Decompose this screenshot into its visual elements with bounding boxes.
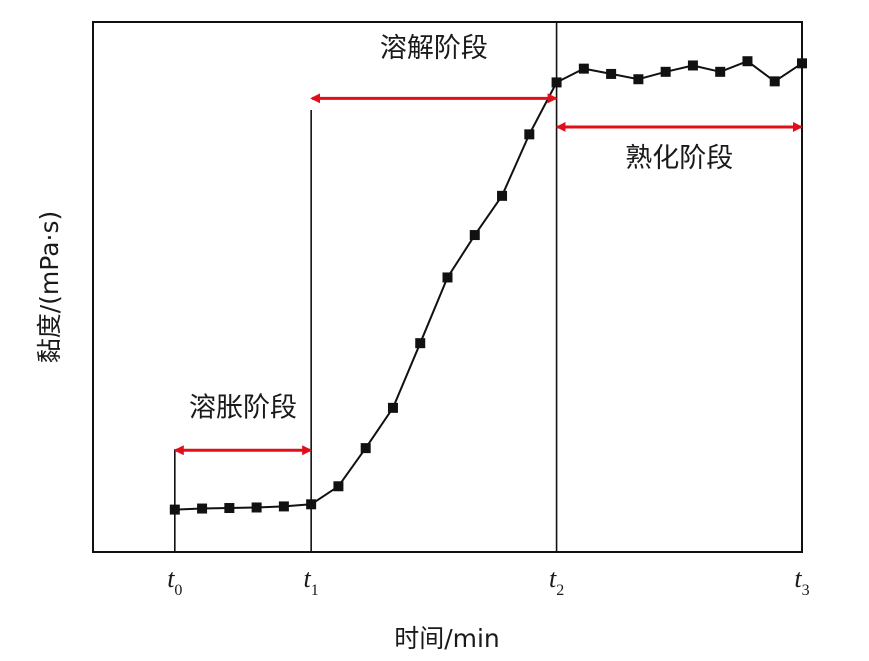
viscosity-series-line <box>174 60 803 511</box>
stage-divider-lines <box>174 22 558 552</box>
x-axis-label: 时间/min <box>394 624 500 653</box>
data-point-11 <box>469 230 480 241</box>
data-point-9 <box>415 338 426 349</box>
stage-label-0: 溶胀阶段 <box>189 392 297 423</box>
data-point-18 <box>660 66 671 77</box>
data-point-12 <box>497 190 508 201</box>
stage-arrows <box>173 93 803 456</box>
data-point-0 <box>169 504 180 515</box>
data-point-6 <box>333 481 344 492</box>
data-point-7 <box>360 443 371 454</box>
x-tick-label-1: t1 <box>304 564 319 599</box>
data-point-10 <box>442 272 453 283</box>
x-tick-labels: t0 t1 t2 t3 <box>167 564 809 599</box>
y-axis-label: 黏度/(mPa·s) <box>35 211 64 364</box>
data-point-3 <box>251 502 262 513</box>
data-point-15 <box>578 63 589 74</box>
data-point-21 <box>742 56 753 67</box>
x-tick-label-3: t3 <box>794 564 809 599</box>
stage-label-2: 熟化阶段 <box>625 143 733 174</box>
data-point-19 <box>687 60 698 71</box>
data-point-16 <box>606 68 617 79</box>
data-point-13 <box>524 129 535 140</box>
data-point-markers <box>169 56 807 515</box>
viscosity-curve <box>174 60 803 511</box>
data-point-8 <box>387 402 398 413</box>
data-point-17 <box>633 74 644 85</box>
data-point-5 <box>306 499 317 510</box>
data-point-23 <box>797 58 807 69</box>
data-point-22 <box>769 76 780 87</box>
data-point-2 <box>224 503 235 514</box>
data-point-4 <box>278 501 289 512</box>
stage-label-1: 溶解阶段 <box>380 33 488 64</box>
data-point-1 <box>197 503 208 514</box>
data-point-20 <box>715 66 726 77</box>
x-tick-label-0: t0 <box>167 564 182 599</box>
plot-frame <box>92 21 803 553</box>
x-tick-label-2: t2 <box>549 564 564 599</box>
data-point-14 <box>551 77 562 88</box>
